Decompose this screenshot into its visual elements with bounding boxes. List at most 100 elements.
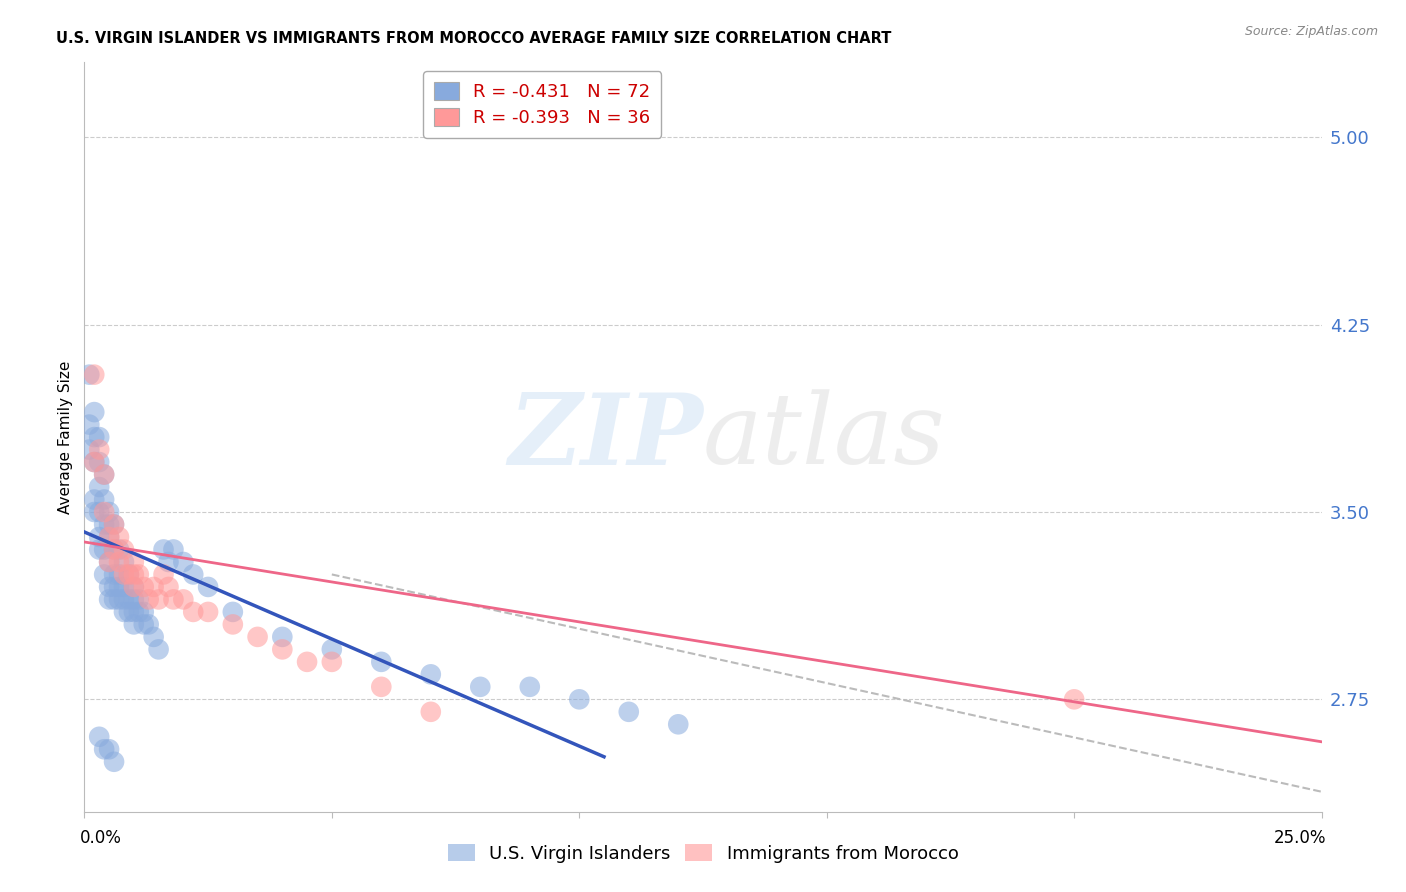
Point [89,480,111,494]
Point [128,592,150,607]
Point [93,467,115,482]
Point [108,555,131,569]
Point [181,605,204,619]
Point [108,567,131,582]
Point [122,605,145,619]
Point [83,368,105,382]
Point [112,542,135,557]
Point [1063,692,1085,706]
Point [89,430,111,444]
Point [138,592,160,607]
Point [93,492,115,507]
Point [419,705,441,719]
Point [98,555,121,569]
Point [83,430,105,444]
Point [103,592,125,607]
Point [93,567,115,582]
Text: ZIP: ZIP [508,389,703,485]
Point [93,467,115,482]
Point [666,717,689,731]
Point [89,542,111,557]
Point [98,555,121,569]
Point [419,667,441,681]
Text: 0.0%: 0.0% [79,830,121,847]
Point [98,530,121,544]
Point [89,442,111,457]
Point [271,630,294,644]
Point [103,542,125,557]
Point [246,630,269,644]
Y-axis label: Average Family Size: Average Family Size [58,360,73,514]
Point [122,580,145,594]
Point [79,417,101,432]
Point [157,580,180,594]
Point [79,368,101,382]
Text: U.S. VIRGIN ISLANDER VS IMMIGRANTS FROM MOROCCO AVERAGE FAMILY SIZE CORRELATION : U.S. VIRGIN ISLANDER VS IMMIGRANTS FROM … [56,31,891,46]
Text: atlas: atlas [703,390,946,484]
Point [295,655,318,669]
Point [138,617,160,632]
Point [222,617,245,632]
Point [122,580,145,594]
Point [98,517,121,532]
Point [519,680,541,694]
Point [98,592,121,607]
Point [162,542,184,557]
Point [122,567,145,582]
Point [197,605,219,619]
Point [98,580,121,594]
Point [108,592,131,607]
Point [142,580,165,594]
Point [98,742,121,756]
Point [148,642,170,657]
Point [98,530,121,544]
Point [112,555,135,569]
Point [128,605,150,619]
Point [112,580,135,594]
Point [132,605,155,619]
Point [118,592,141,607]
Point [148,592,170,607]
Point [152,567,174,582]
Point [118,567,141,582]
Point [93,542,115,557]
Point [93,505,115,519]
Point [79,442,101,457]
Point [103,755,125,769]
Point [103,517,125,532]
Point [197,580,219,594]
Point [321,655,343,669]
Point [103,542,125,557]
Point [568,692,591,706]
Point [108,580,131,594]
Text: 25.0%: 25.0% [1274,830,1327,847]
Point [181,567,204,582]
Point [162,592,184,607]
Point [89,505,111,519]
Point [172,592,194,607]
Point [103,517,125,532]
Point [108,530,131,544]
Legend: U.S. Virgin Islanders, Immigrants from Morocco: U.S. Virgin Islanders, Immigrants from M… [440,837,966,870]
Point [93,517,115,532]
Point [103,567,125,582]
Point [83,492,105,507]
Point [128,567,150,582]
Point [122,555,145,569]
Point [98,505,121,519]
Point [222,605,245,619]
Point [370,680,392,694]
Point [132,580,155,594]
Point [142,630,165,644]
Point [157,555,180,569]
Point [470,680,492,694]
Point [89,530,111,544]
Point [118,605,141,619]
Point [132,617,155,632]
Point [103,580,125,594]
Point [118,567,141,582]
Point [112,592,135,607]
Point [370,655,392,669]
Point [93,742,115,756]
Point [122,592,145,607]
